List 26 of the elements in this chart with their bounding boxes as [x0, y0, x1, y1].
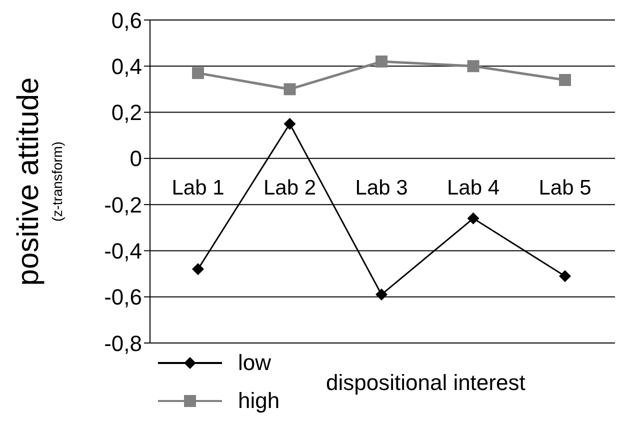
y-tick-label: 0,4 — [111, 54, 142, 79]
y-tick-label: 0 — [130, 146, 142, 172]
point — [559, 270, 571, 282]
y-tick-label: -0,6 — [104, 284, 142, 310]
y-tick-label: -0,2 — [104, 192, 142, 218]
y-tick-label: -0,8 — [104, 330, 142, 356]
point — [192, 67, 204, 80]
point — [467, 212, 480, 224]
y-tick-label: -0,4 — [104, 238, 142, 264]
x-tick-label: Lab 5 — [538, 176, 592, 200]
y-tick-label: 0,2 — [111, 100, 142, 126]
point — [376, 288, 388, 301]
point — [376, 56, 388, 68]
point — [559, 74, 571, 86]
legend-title: dispositional interest — [326, 370, 526, 396]
point — [284, 83, 296, 96]
y-tick-label: 0,6 — [111, 8, 142, 33]
point — [192, 263, 204, 276]
point — [284, 118, 296, 130]
point — [467, 60, 480, 72]
x-tick-label: Lab 1 — [172, 176, 224, 200]
x-tick-label: Lab 2 — [263, 176, 316, 200]
x-tick-label: Lab 3 — [355, 176, 408, 200]
x-tick-label: Lab 4 — [446, 176, 500, 200]
legend-label: high — [238, 388, 280, 414]
legend-label: low — [238, 350, 272, 376]
